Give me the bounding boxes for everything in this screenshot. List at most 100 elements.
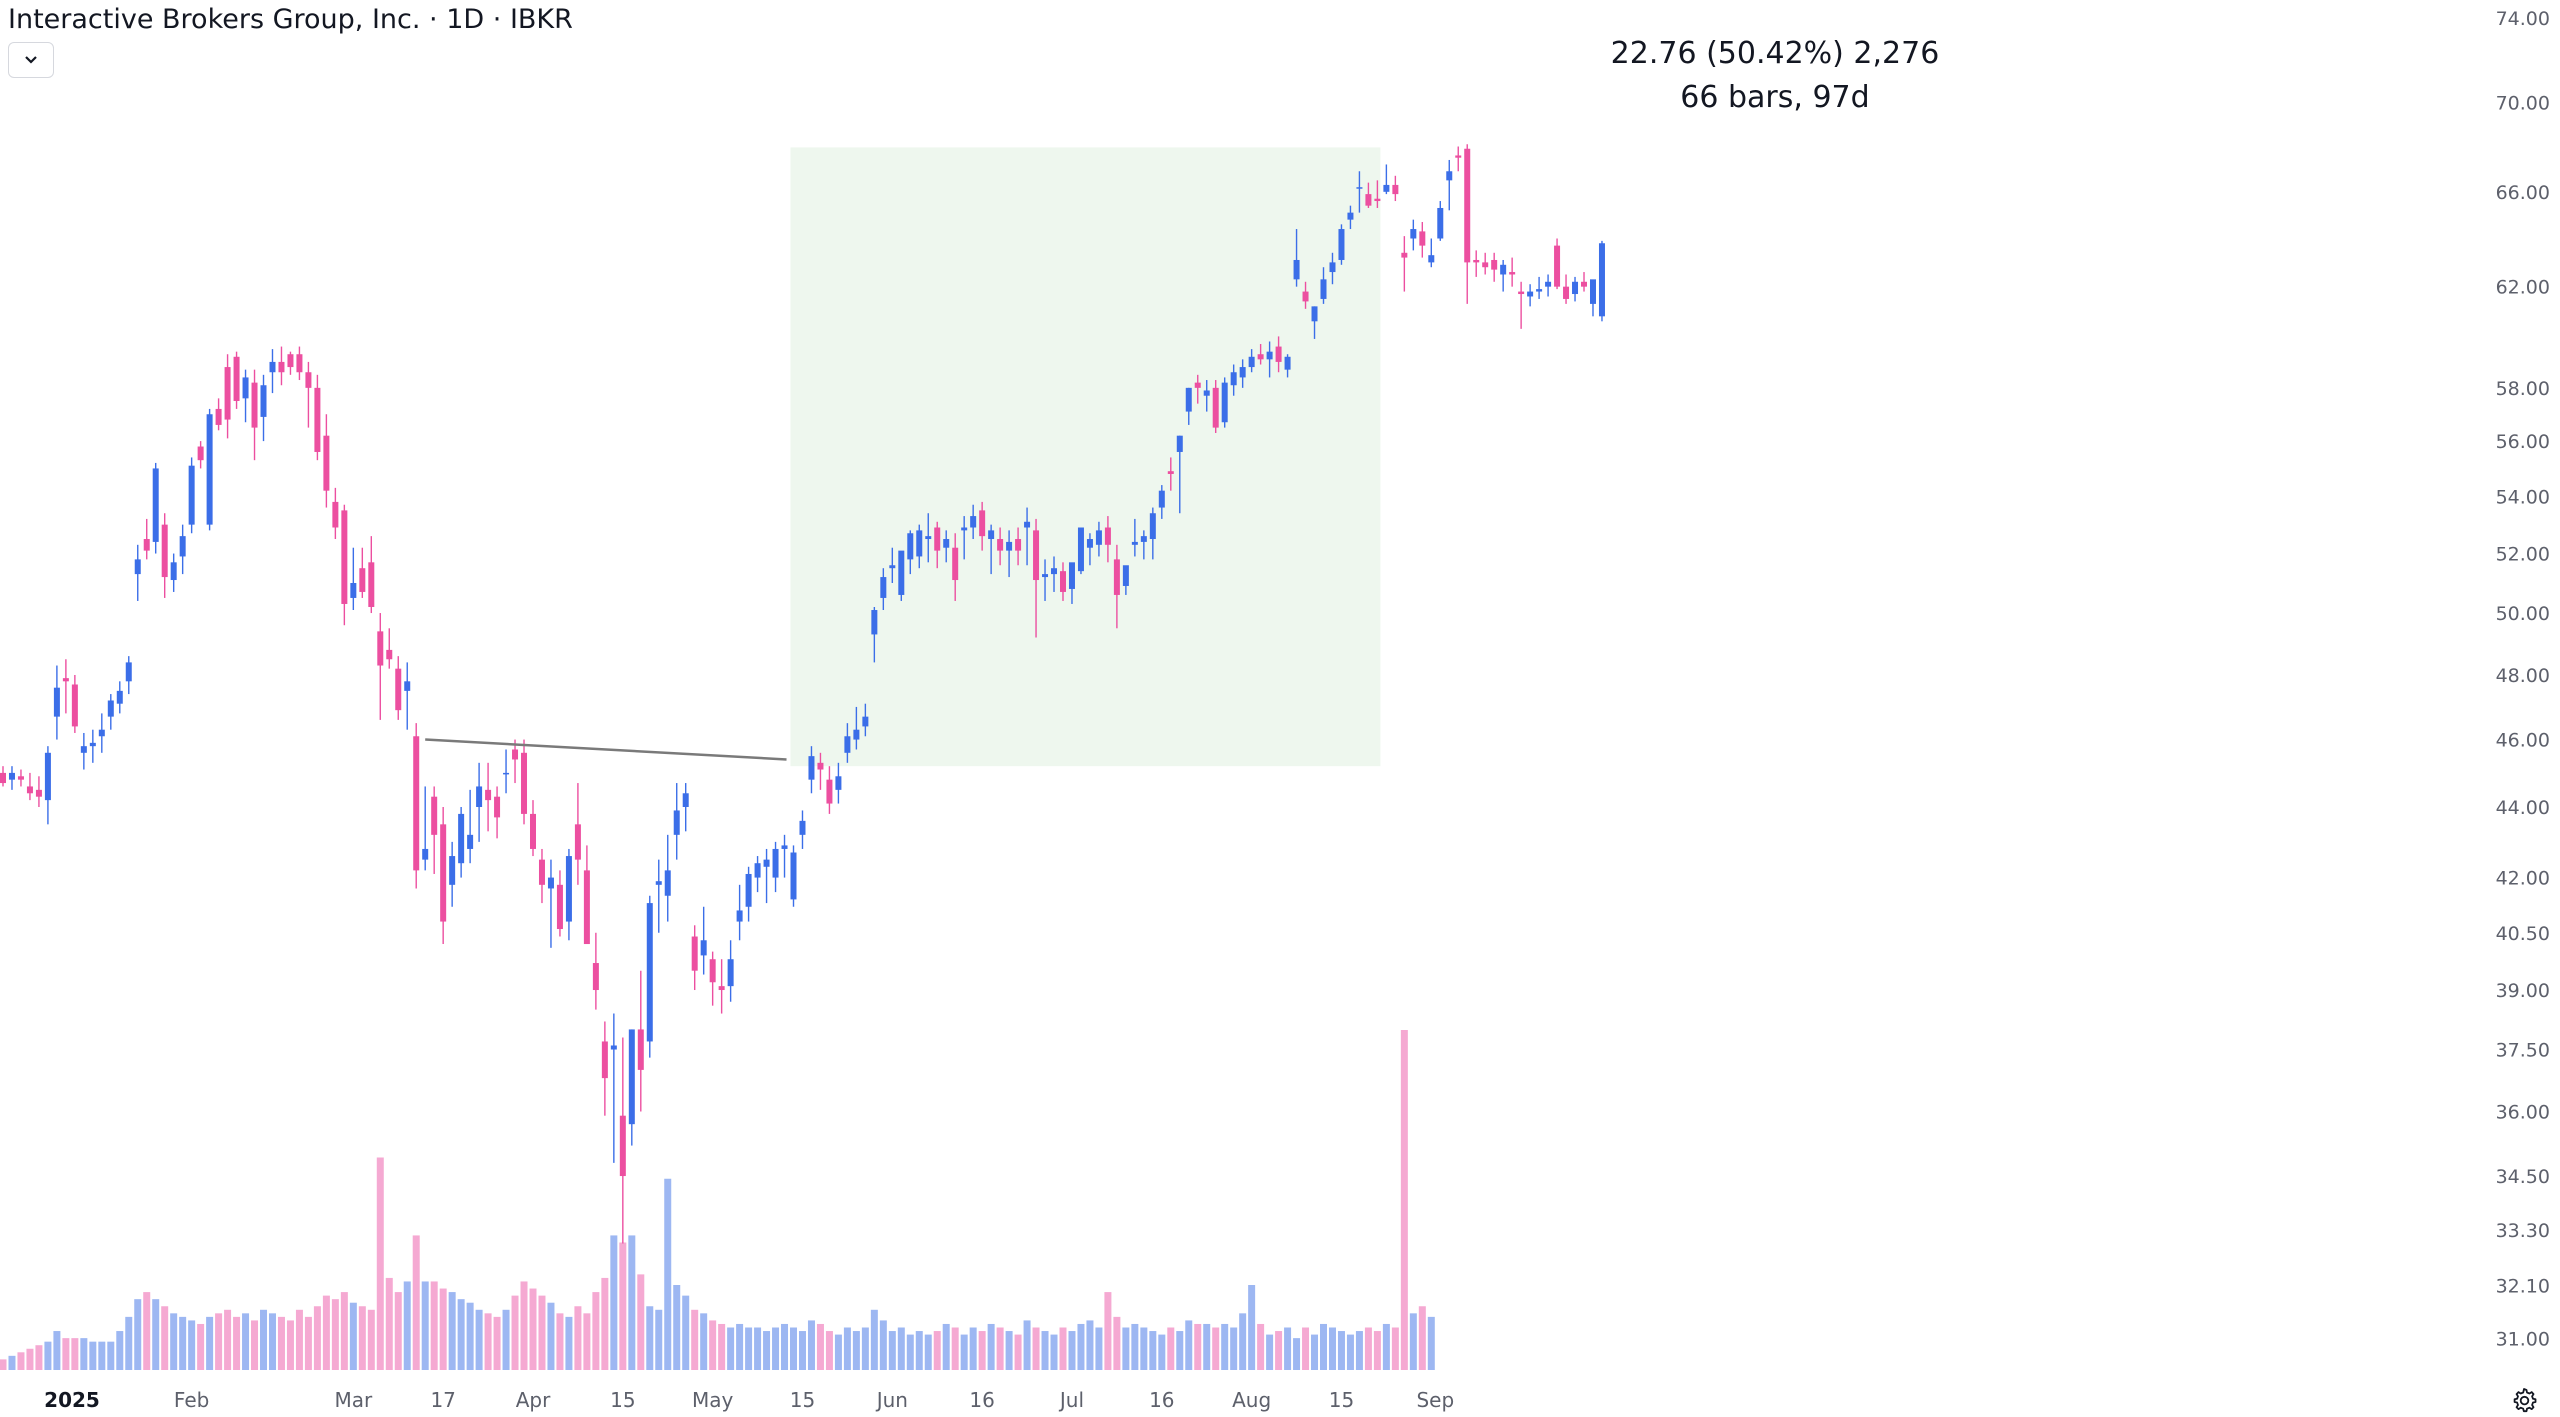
candle[interactable] [934, 521, 941, 569]
candle[interactable] [512, 739, 519, 784]
candle[interactable] [1149, 507, 1156, 560]
candle[interactable] [1401, 236, 1408, 292]
candle[interactable] [601, 1021, 608, 1116]
candle[interactable] [673, 783, 680, 860]
candle[interactable] [1410, 219, 1417, 251]
candle[interactable] [898, 550, 905, 601]
candle[interactable] [691, 925, 698, 991]
candle[interactable] [952, 533, 959, 601]
candle[interactable] [610, 1013, 617, 1163]
candle[interactable] [1015, 527, 1022, 566]
candle[interactable] [62, 659, 69, 714]
candle[interactable] [844, 723, 851, 763]
candle[interactable] [206, 408, 213, 531]
candle[interactable] [287, 351, 294, 375]
candle[interactable] [188, 457, 195, 534]
candle[interactable] [1446, 159, 1453, 211]
candle[interactable] [332, 487, 339, 540]
candle[interactable] [1140, 530, 1147, 560]
candle[interactable] [386, 628, 393, 669]
candle[interactable] [1527, 284, 1534, 307]
candle[interactable] [1077, 527, 1084, 575]
candle[interactable] [637, 970, 644, 1112]
candle[interactable] [242, 369, 249, 423]
candle[interactable] [98, 713, 105, 753]
candle[interactable] [1051, 556, 1058, 592]
candle[interactable] [1572, 276, 1579, 302]
candle[interactable] [350, 547, 357, 611]
candle[interactable] [862, 703, 869, 737]
candle[interactable] [1167, 457, 1174, 491]
candle[interactable] [754, 856, 761, 893]
candle[interactable] [476, 762, 483, 842]
candle[interactable] [583, 845, 590, 945]
collapse-button[interactable] [8, 42, 54, 78]
settings-icon[interactable] [2510, 1386, 2538, 1414]
candle[interactable] [790, 845, 797, 907]
candle[interactable] [1545, 274, 1552, 297]
candle[interactable] [880, 568, 887, 611]
candle[interactable] [574, 783, 581, 885]
candle[interactable] [377, 613, 384, 720]
candle[interactable] [413, 723, 420, 889]
candle[interactable] [835, 762, 842, 804]
candle[interactable] [1203, 380, 1210, 412]
candle[interactable] [628, 1029, 635, 1146]
candle[interactable] [1554, 238, 1561, 290]
candle[interactable] [1122, 565, 1129, 595]
candle[interactable] [871, 606, 878, 663]
candle[interactable] [269, 349, 276, 394]
candle[interactable] [1374, 180, 1381, 208]
candle[interactable] [134, 544, 141, 601]
candle[interactable] [772, 841, 779, 893]
candle[interactable] [1059, 562, 1066, 601]
measure-range-box[interactable] [790, 147, 1381, 767]
candle[interactable] [1491, 252, 1498, 282]
candle[interactable] [1042, 559, 1049, 601]
candle[interactable] [736, 884, 743, 941]
candle[interactable] [1221, 377, 1228, 428]
candle[interactable] [1356, 171, 1363, 213]
candle[interactable] [80, 732, 87, 770]
candle[interactable] [1113, 544, 1120, 629]
candle[interactable] [1239, 359, 1246, 388]
candle[interactable] [1033, 518, 1040, 638]
candle[interactable] [485, 762, 492, 832]
candle[interactable] [682, 783, 689, 832]
candle[interactable] [233, 351, 240, 409]
candle[interactable] [1518, 281, 1525, 329]
candle[interactable] [970, 504, 977, 540]
candle[interactable] [1563, 274, 1570, 304]
candle[interactable] [1248, 349, 1255, 373]
candle[interactable] [1095, 521, 1102, 557]
candle[interactable] [799, 810, 806, 849]
candle[interactable] [215, 398, 222, 431]
candle[interactable] [1581, 272, 1588, 292]
candle[interactable] [359, 547, 366, 598]
candle[interactable] [745, 866, 752, 922]
candle[interactable] [125, 656, 132, 695]
candle[interactable] [1024, 507, 1031, 566]
candle[interactable] [709, 951, 716, 1006]
candle[interactable] [781, 834, 788, 878]
candle[interactable] [1176, 435, 1183, 514]
candle[interactable] [116, 681, 123, 714]
candle[interactable] [1392, 175, 1399, 202]
candle[interactable] [1437, 201, 1444, 241]
candle[interactable] [1257, 344, 1264, 365]
candle[interactable] [1509, 257, 1516, 287]
candle[interactable] [26, 772, 33, 801]
candle[interactable] [817, 752, 824, 790]
candle[interactable] [449, 841, 456, 907]
candle[interactable] [700, 906, 707, 975]
candle[interactable] [1068, 562, 1075, 604]
candle[interactable] [422, 786, 429, 871]
candle[interactable] [547, 859, 554, 948]
candle[interactable] [260, 374, 267, 442]
candle[interactable] [431, 786, 438, 874]
candle[interactable] [404, 662, 411, 730]
candle[interactable] [395, 656, 402, 720]
candle[interactable] [619, 1037, 626, 1244]
candle[interactable] [529, 800, 536, 857]
